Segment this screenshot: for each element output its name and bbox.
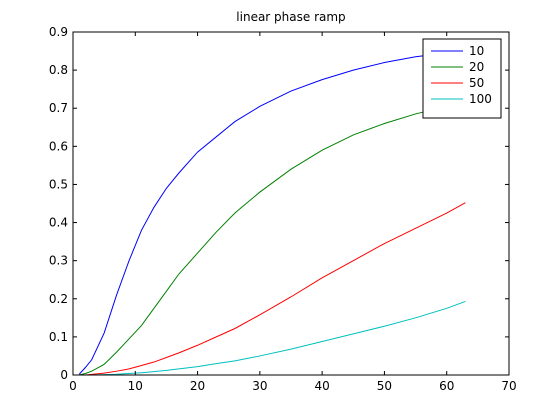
y-tick-label: 0.8	[49, 63, 68, 77]
legend-label: 20	[469, 60, 484, 74]
x-tick-label: 30	[252, 379, 267, 393]
y-tick-label: 0.2	[49, 292, 68, 306]
y-tick-label: 0.6	[49, 139, 68, 153]
series-line-10	[78, 50, 466, 375]
legend-label: 100	[469, 92, 492, 106]
y-tick-label: 0.3	[49, 254, 68, 268]
x-tick-label: 20	[190, 379, 205, 393]
x-tick-label: 60	[439, 379, 454, 393]
series-line-100	[79, 300, 466, 376]
legend-box	[422, 38, 502, 119]
x-tick-label: 0	[69, 379, 77, 393]
series-layer	[78, 50, 466, 376]
legend-label: 50	[469, 76, 484, 90]
y-tick-label: 0.9	[49, 25, 68, 39]
series-line-50	[79, 202, 466, 376]
legend: 10 20 50 100	[422, 38, 502, 119]
y-tick-label: 0.1	[49, 330, 68, 344]
y-tick-label: 0.7	[49, 101, 68, 115]
y-tick-label: 0.5	[49, 177, 68, 191]
x-tick-label: 10	[128, 379, 143, 393]
plot-frame	[72, 31, 510, 376]
x-tick-label: 40	[315, 379, 330, 393]
x-tick-label: 50	[377, 379, 392, 393]
series-line-20	[79, 103, 466, 376]
legend-label: 10	[469, 44, 484, 58]
axes-layer: 0 10 20 30 40 50 60 70 0 0.1 0.2 0.3 0.4 0.5 0.6 0.7 0.8…	[49, 25, 517, 393]
chart-title: linear phase ramp	[236, 10, 345, 24]
x-tick-label: 70	[501, 379, 516, 393]
y-tick-label: 0.4	[49, 216, 68, 230]
y-tick-label: 0	[60, 368, 68, 382]
